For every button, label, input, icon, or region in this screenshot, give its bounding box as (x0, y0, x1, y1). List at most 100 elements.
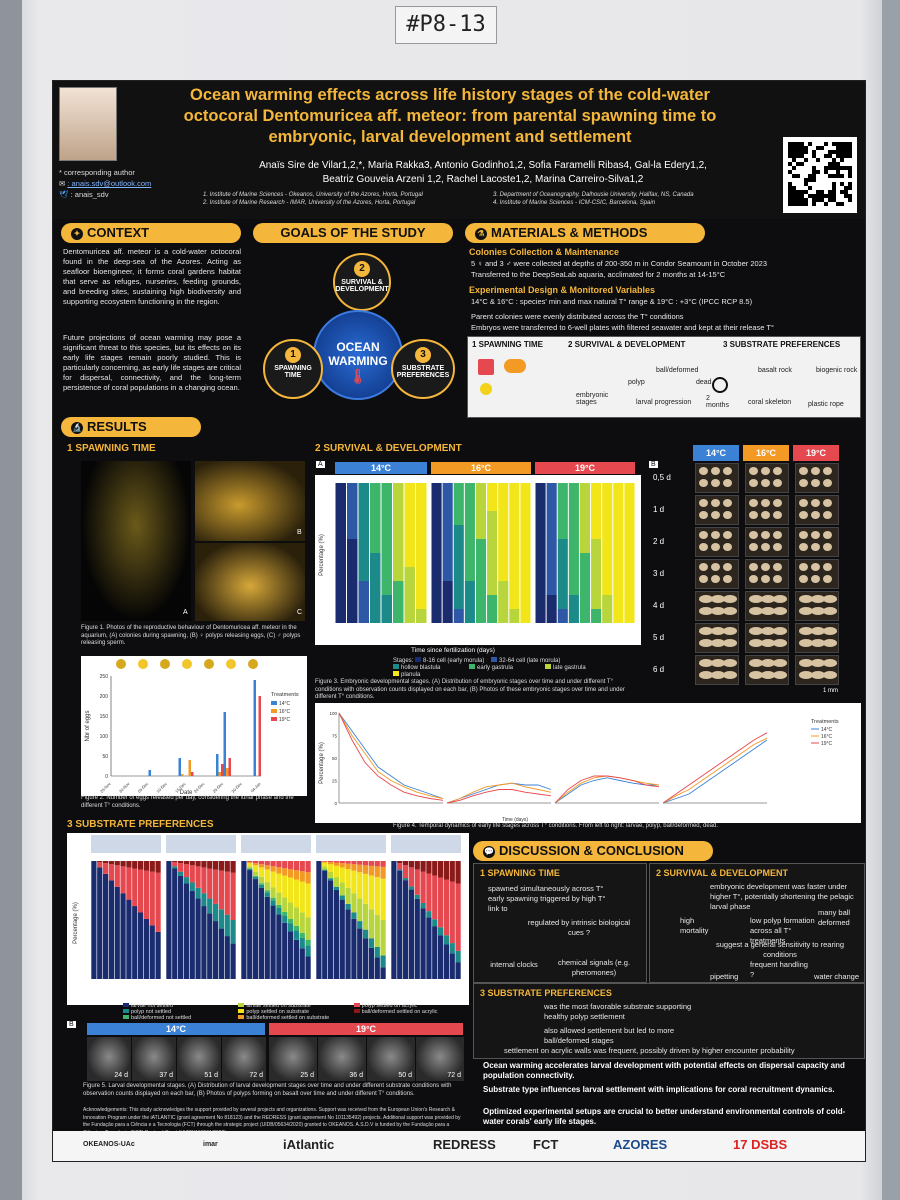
fig5a-bar-segment (299, 932, 305, 938)
fig5a-bar-segment (420, 861, 426, 872)
embryo-mark (773, 627, 788, 635)
fig5a-bar-segment (207, 913, 213, 979)
fig5a-bar-segment (224, 861, 230, 872)
embryo-mark (823, 511, 832, 519)
embryo-mark (699, 659, 714, 667)
qr-module (832, 198, 836, 202)
fig3a-bar-segment (591, 483, 602, 539)
fig5a-bar-segment (414, 898, 420, 979)
qr-module (796, 194, 800, 198)
fig3b-photo-cell (795, 655, 839, 685)
fig5a-bar-segment (327, 871, 334, 879)
figure-1-caption: Figure 1. Photos of the reproductive beh… (81, 625, 301, 646)
fig5a-bar-segment (137, 869, 144, 913)
embryo-mark (799, 563, 808, 571)
embryo-mark (773, 563, 782, 571)
qr-module (832, 142, 836, 146)
fig5a-bar-segment (195, 887, 201, 899)
qr-module (828, 166, 832, 170)
embryo-mark (711, 639, 726, 647)
discussion-spawning-1: spawned simultaneously across T° (488, 884, 604, 893)
embryo-mark (699, 627, 714, 635)
fig3a-bar-segment (347, 539, 358, 623)
polyp-photo-day: 36 d (349, 1072, 363, 1079)
goal-1-circle: 1 SPAWNING TIME (263, 339, 323, 399)
qr-module (792, 198, 796, 202)
stage-legend-label: planula (401, 672, 421, 678)
discussion-survival-3: low polyp formation across all T° treatm… (750, 916, 815, 945)
fig3a-bar-segment (358, 483, 369, 581)
fig3a-bar-segment (487, 483, 498, 511)
embryo-mark (799, 595, 814, 603)
fig5a-bar-segment (218, 909, 225, 929)
embryo-mark (811, 543, 820, 551)
board-frame-left (0, 0, 22, 1200)
fig3a-bar-segment (404, 567, 415, 623)
fig5a-bar-segment (252, 879, 259, 979)
fig2-bar (178, 758, 181, 776)
embryo-mark (723, 543, 732, 551)
fig5a-bar-segment (264, 882, 270, 891)
fig5a-bar-segment (270, 887, 276, 898)
stage-legend-item: planula (393, 671, 469, 678)
fig5a-bar-segment (362, 938, 369, 979)
embryo-mark (811, 479, 820, 487)
fig5a-bar-segment (108, 864, 115, 881)
fig5a-bar-segment (426, 861, 432, 874)
embryo-mark (699, 671, 714, 679)
figure-5a-stacked-bars: Percentage (%) (67, 833, 469, 1005)
fig5a-bar-segment (201, 906, 207, 979)
embryo-mark (799, 607, 814, 615)
discussion-spawning-box: 1 SPAWNING TIME spawned simultaneously a… (473, 863, 647, 983)
discussion-substrate-title: 3 SUBSTRATE PREFERENCES (480, 988, 612, 998)
conclusion-3: Optimized experimental setups are crucia… (483, 1107, 846, 1126)
fig5a-bar-segment (368, 947, 375, 979)
fig5a-bar-segment (218, 861, 225, 871)
substrate-legend-item: larvae settled on substrate (238, 1003, 347, 1009)
fig5a-bar-segment (276, 892, 282, 905)
fig5a-bar-segment (207, 868, 213, 899)
fig5-substrate-legend: larvae not settled polyp not settled ball/… (123, 1003, 463, 1021)
embryo-mark (811, 659, 826, 667)
embryo-mark (761, 499, 770, 507)
fig5a-bar-segment (293, 879, 300, 908)
fig5a-bar-segment (120, 861, 126, 867)
fig5a-bar-segment (212, 903, 219, 922)
fig5a-bar-segment (183, 883, 190, 979)
qr-code[interactable] (783, 137, 857, 213)
email-link[interactable]: : anais.sdv@outlook.com (67, 179, 152, 188)
qr-module (832, 194, 836, 198)
fig3a-bar-segment (509, 609, 520, 623)
qr-module (824, 170, 828, 174)
embryo-mark (761, 467, 770, 475)
embryo-mark (711, 607, 726, 615)
fig5a-bar-segment (149, 925, 155, 979)
fig3a-bar-segment (546, 595, 557, 623)
fig3b-photo-cell (795, 463, 839, 493)
qr-module (788, 146, 792, 150)
fig5a-bar-segment (426, 911, 432, 918)
qr-module (840, 182, 844, 186)
fig5a-bar-segment (380, 967, 386, 979)
qr-module (796, 198, 800, 202)
fig5a-bar-segment (374, 957, 380, 979)
email-line[interactable]: ✉ : anais.sdv@outlook.com (59, 178, 151, 189)
embryo-mark (699, 511, 708, 519)
fig5a-bar-segment (432, 926, 438, 979)
embryo-mark (723, 659, 738, 667)
embryo-mark (761, 531, 770, 539)
fig5a-bar-segment (264, 896, 270, 979)
fig5a-bar-segment (172, 862, 178, 867)
fig3b-day-label: 0,5 d (653, 473, 671, 482)
qr-module (796, 190, 800, 194)
fig3-header-19c: 19°C (535, 462, 635, 474)
fig3a-bar-segment (487, 595, 498, 623)
qr-module (788, 182, 792, 186)
qr-module (796, 154, 800, 158)
polyp-photo-day: 72 d (447, 1072, 461, 1079)
fig5a-bar-segment (183, 864, 190, 878)
qr-module (840, 190, 844, 194)
qr-module (812, 198, 816, 202)
embryo-mark (749, 639, 764, 647)
microscope-icon: 🔬 (71, 421, 83, 434)
